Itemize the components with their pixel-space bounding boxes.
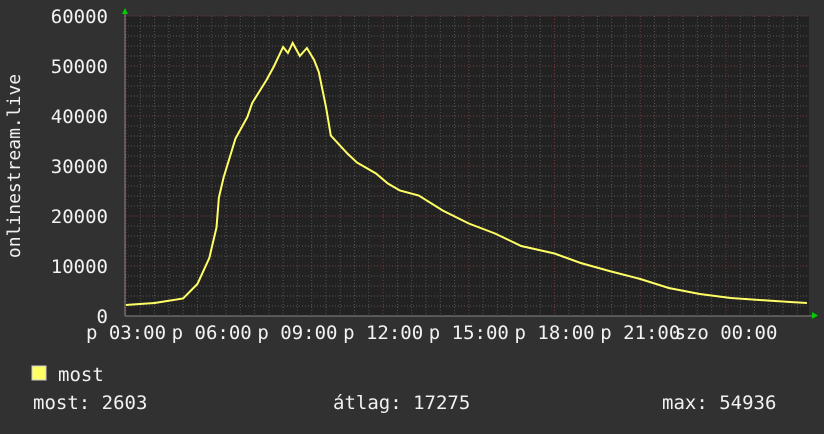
stat-current: most: 2603: [33, 392, 147, 414]
y-tick-label: 40000: [51, 106, 108, 128]
x-tick-label: p 06:00: [172, 322, 252, 344]
y-axis-label: onlinestream.live: [4, 74, 25, 258]
x-tick-label: p 12:00: [343, 322, 423, 344]
y-tick-label: 50000: [51, 56, 108, 78]
x-tick-labels: p 03:00 p 06:00 p 09:00 p 12:00 p 15:00 p 18:…: [86, 322, 777, 344]
x-tick-label: p 21:00: [600, 322, 680, 344]
legend-swatch: [31, 365, 47, 381]
y-tick-label: 10000: [51, 256, 108, 278]
y-tick-label: 20000: [51, 206, 108, 228]
x-axis-arrow-icon: [812, 312, 818, 319]
y-tick-labels: 0 10000 20000 30000 40000 50000 60000: [51, 6, 108, 328]
x-tick-label: szo 00:00: [674, 322, 777, 344]
x-tick-label: p 09:00: [257, 322, 337, 344]
y-axis-arrow-icon: [122, 8, 128, 14]
x-tick-label: p 15:00: [429, 322, 509, 344]
y-tick-label: 60000: [51, 6, 108, 28]
x-tick-label: p 03:00: [86, 322, 166, 344]
y-tick-label: 30000: [51, 156, 108, 178]
stat-average: átlag: 17275: [333, 392, 470, 414]
series-line-most: [125, 40, 807, 306]
grid: [125, 15, 809, 317]
stat-max: max: 54936: [662, 392, 776, 414]
y-tick-label: 0: [97, 306, 108, 328]
x-tick-label: p 18:00: [515, 322, 595, 344]
legend-label: most: [58, 364, 104, 386]
